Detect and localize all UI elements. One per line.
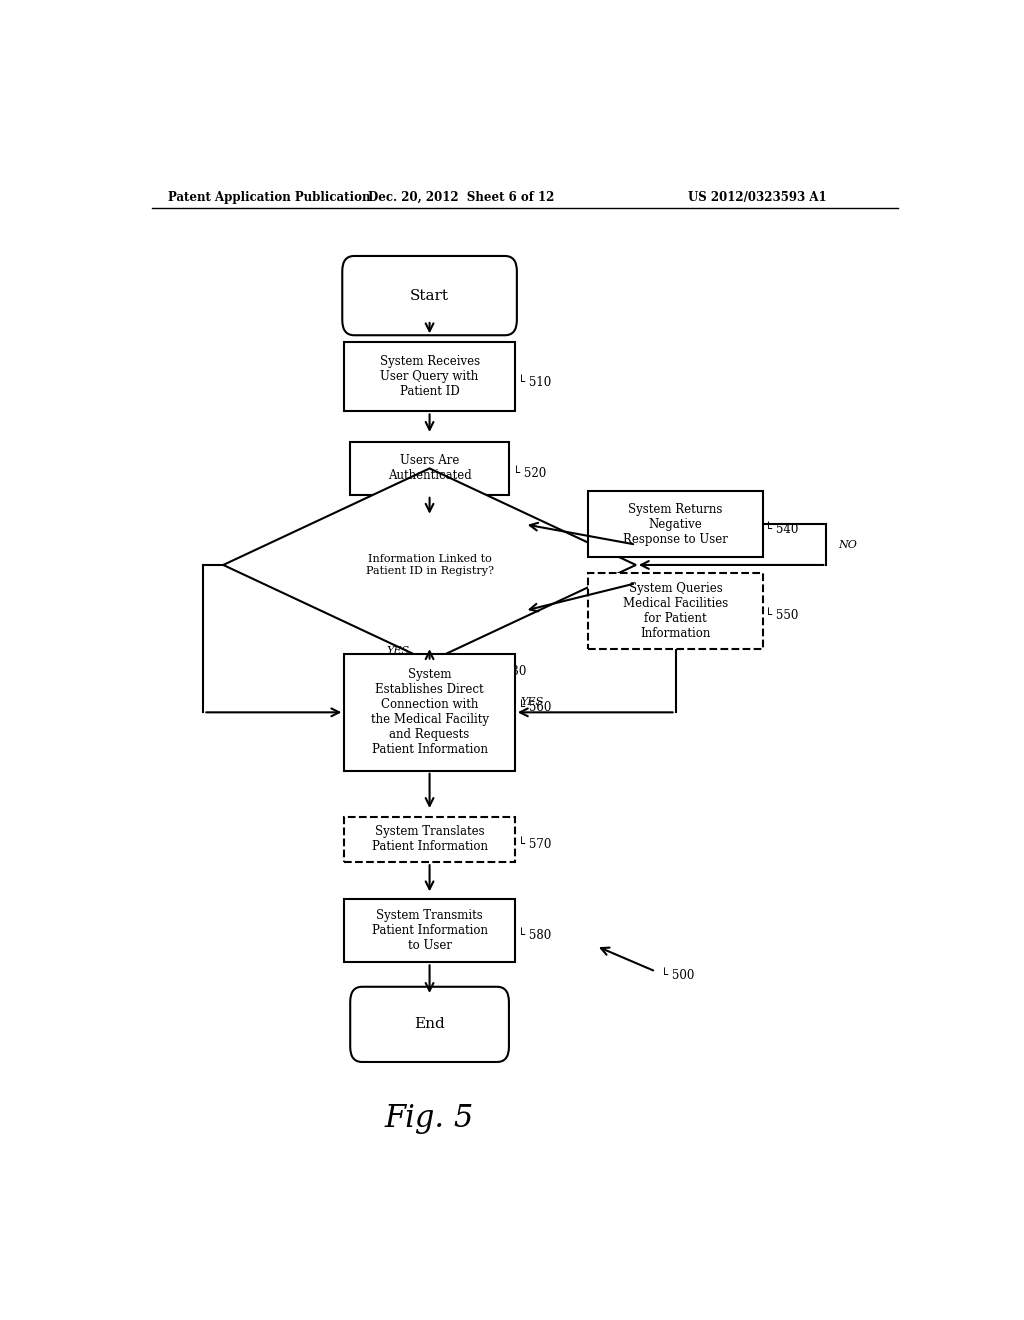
- Text: └ 560: └ 560: [518, 701, 552, 714]
- Text: Fig. 5: Fig. 5: [385, 1104, 474, 1134]
- Bar: [344, 653, 515, 771]
- Text: └ 540: └ 540: [765, 523, 799, 536]
- Text: └ 510: └ 510: [518, 375, 552, 388]
- Text: System Receives
User Query with
Patient ID: System Receives User Query with Patient …: [380, 355, 479, 399]
- Text: Users Are
Authenticated: Users Are Authenticated: [388, 454, 471, 482]
- Text: YES: YES: [521, 697, 544, 708]
- Text: YES: YES: [386, 647, 410, 656]
- Text: └ 580: └ 580: [518, 929, 552, 942]
- Text: System Translates
Patient Information: System Translates Patient Information: [372, 825, 487, 854]
- Text: End: End: [414, 1018, 445, 1031]
- FancyBboxPatch shape: [350, 987, 509, 1063]
- Text: System Transmits
Patient Information
to User: System Transmits Patient Information to …: [372, 909, 487, 952]
- Text: └ 530: └ 530: [494, 665, 526, 678]
- Bar: [588, 573, 763, 649]
- FancyBboxPatch shape: [342, 256, 517, 335]
- Bar: [344, 342, 515, 412]
- Bar: [588, 491, 763, 557]
- Text: System Returns
Negative
Response to User: System Returns Negative Response to User: [624, 503, 728, 545]
- Text: └ 550: └ 550: [765, 610, 799, 622]
- Text: Information Linked to
Patient ID in Registry?: Information Linked to Patient ID in Regi…: [366, 554, 494, 576]
- Text: Start: Start: [410, 289, 450, 302]
- Polygon shape: [223, 469, 636, 661]
- Bar: [344, 817, 515, 862]
- Text: NO: NO: [839, 540, 857, 549]
- Text: System Queries
Medical Facilities
for Patient
Information: System Queries Medical Facilities for Pa…: [623, 582, 728, 640]
- Text: System
Establishes Direct
Connection with
the Medical Facility
and Requests
Pati: System Establishes Direct Connection wit…: [371, 668, 488, 756]
- Bar: [350, 442, 509, 495]
- Text: └ 520: └ 520: [513, 467, 546, 480]
- Text: US 2012/0323593 A1: US 2012/0323593 A1: [688, 190, 826, 203]
- Text: Dec. 20, 2012  Sheet 6 of 12: Dec. 20, 2012 Sheet 6 of 12: [368, 190, 555, 203]
- Text: NO: NO: [644, 576, 663, 585]
- Text: └ 500: └ 500: [662, 969, 694, 982]
- Text: └ 570: └ 570: [518, 838, 552, 851]
- Bar: [344, 899, 515, 962]
- Text: Patent Application Publication: Patent Application Publication: [168, 190, 371, 203]
- Text: NO: NO: [644, 535, 663, 545]
